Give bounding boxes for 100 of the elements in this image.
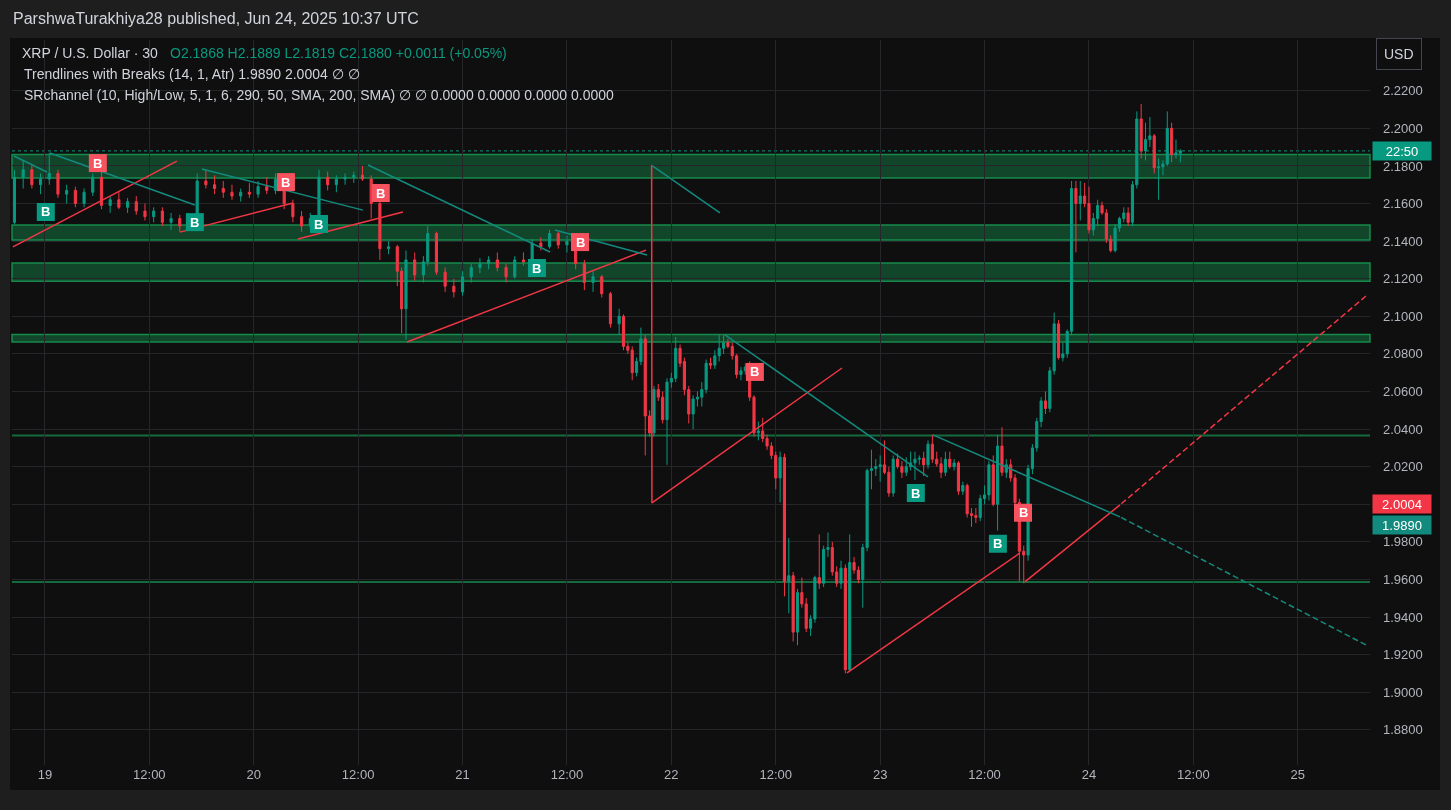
candlestick — [621, 313, 626, 351]
y-tick-label: 1.9400 — [1383, 609, 1423, 625]
annotation: B — [750, 364, 760, 379]
text: ParshwaTurakhiya28 published, Jun 24, 2025 10:37 UTC — [13, 9, 419, 29]
candlestick — [939, 456, 943, 479]
y-tick-label: 2.0400 — [1383, 421, 1423, 437]
candlestick — [591, 270, 595, 293]
candlestick — [943, 451, 947, 477]
candlestick — [1170, 122, 1174, 163]
candlestick — [134, 195, 138, 216]
x-tick-label: 24 — [1081, 767, 1097, 782]
candlestick — [961, 481, 965, 496]
x-tick-label: 12:00 — [1177, 767, 1210, 782]
candlestick — [930, 434, 934, 464]
x-tick-label: 12:00 — [968, 767, 1001, 782]
candlestick — [387, 240, 391, 255]
x-tick-label: 19 — [37, 767, 53, 782]
candlestick — [160, 206, 164, 227]
y-tick-label: 2.2200 — [1383, 83, 1423, 99]
candlestick — [817, 533, 821, 590]
candlestick — [1043, 391, 1048, 415]
candlestick — [630, 345, 634, 381]
x-tick-label: 20 — [246, 767, 261, 782]
annotation: B — [190, 215, 200, 230]
candlestick — [521, 251, 526, 267]
candlestick — [21, 159, 25, 189]
x-tick-label: 12:00 — [341, 767, 375, 782]
candlestick — [582, 259, 586, 291]
candlestick — [152, 206, 156, 223]
x-tick-label: 12:00 — [759, 767, 793, 782]
candlestick — [987, 460, 991, 502]
candlestick — [460, 270, 465, 297]
annotation: O2.1868 H2.1889 L2.1819 C2.1880 +0.0011 (+0.05%) — [170, 45, 507, 61]
candlestick — [12, 169, 17, 225]
candlestick — [126, 197, 130, 214]
candlestick — [221, 180, 225, 199]
candlestick — [117, 191, 121, 210]
annotation: B — [532, 261, 542, 276]
candlestick — [547, 229, 552, 250]
candlestick — [265, 176, 269, 195]
candlestick — [791, 571, 795, 642]
annotation: 22:50 — [1385, 143, 1419, 159]
candlestick — [1139, 103, 1143, 159]
candlestick — [65, 184, 69, 205]
candlestick — [230, 184, 234, 201]
candlestick — [204, 169, 208, 189]
x-tick-label: 22 — [664, 767, 679, 782]
candlestick — [608, 291, 613, 329]
annotation: B — [1019, 505, 1029, 520]
candlestick — [513, 255, 517, 280]
candlestick — [360, 165, 365, 182]
text: 1.9890 — [1382, 517, 1422, 533]
candlestick — [948, 451, 952, 470]
candlestick — [504, 263, 508, 283]
candlestick — [404, 250, 408, 341]
x-tick-label: 21 — [455, 767, 470, 782]
candlestick — [1074, 180, 1078, 253]
candlestick — [904, 456, 908, 477]
candlestick — [956, 460, 961, 496]
annotation: B — [576, 235, 586, 250]
candlestick — [1056, 319, 1061, 361]
candlestick — [334, 174, 338, 193]
candlestick — [469, 263, 473, 283]
candlestick — [787, 537, 791, 614]
candlestick — [556, 231, 560, 250]
candlestick — [617, 308, 621, 336]
candlestick — [996, 434, 1000, 532]
candlestick — [239, 188, 243, 203]
candlestick — [1126, 206, 1130, 227]
y-tick-label: 2.1000 — [1383, 308, 1423, 324]
annotation: B — [993, 536, 1003, 551]
candlestick — [565, 234, 569, 253]
candlestick — [39, 172, 43, 195]
y-tick-label: 1.9800 — [1383, 534, 1423, 550]
candlestick — [169, 212, 173, 231]
candlestick — [539, 236, 543, 252]
candlestick — [56, 169, 60, 199]
y-tick-label: 1.9600 — [1383, 572, 1423, 588]
y-tick-label: 2.1400 — [1383, 233, 1423, 249]
candlestick — [108, 195, 112, 214]
candlestick — [1087, 186, 1091, 235]
annotation: B — [314, 217, 324, 232]
candlestick — [643, 334, 647, 456]
candlestick — [343, 172, 347, 186]
candlestick — [487, 255, 491, 270]
y-tick-label: 2.0600 — [1383, 384, 1423, 400]
y-tick-label: 1.9000 — [1383, 684, 1423, 700]
y-tick-label: 2.1200 — [1383, 271, 1423, 287]
candlestick — [99, 169, 104, 210]
y-tick-label: 1.8800 — [1383, 722, 1423, 738]
candlestick — [91, 172, 95, 197]
chart-title: XRP / U.S. Dollar · 30 — [22, 44, 159, 61]
candlestick — [1078, 180, 1082, 221]
candlestick — [143, 203, 147, 221]
candlestick — [300, 210, 304, 233]
annotation: Trendlines with Breaks (14, 1, Atr) 1.9890 2.0004 ∅ ∅ — [24, 66, 360, 82]
candlestick — [495, 251, 499, 272]
x-tick-label: 12:00 — [133, 767, 166, 782]
y-tick-label: 2.0800 — [1383, 346, 1423, 362]
candlestick — [326, 171, 330, 191]
